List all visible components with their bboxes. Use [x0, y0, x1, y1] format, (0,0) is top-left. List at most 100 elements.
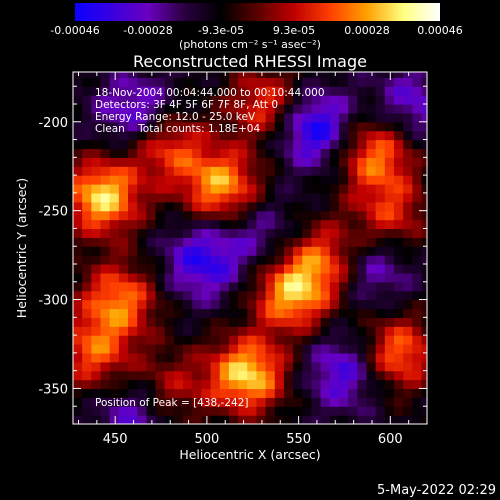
heatmap-cell — [320, 228, 331, 238]
heatmap-cell — [155, 308, 166, 318]
heatmap-cell — [238, 210, 248, 221]
heatmap-cell — [219, 184, 230, 194]
heatmap-cell — [338, 121, 349, 132]
heatmap-cell — [348, 104, 358, 114]
heatmap-cell — [375, 175, 386, 185]
heatmap-cell — [183, 281, 193, 292]
heatmap-cell — [403, 201, 413, 212]
heatmap-cell — [238, 352, 248, 363]
heatmap-cell — [73, 228, 83, 238]
heatmap-cell — [311, 361, 322, 372]
heatmap-cell — [146, 139, 157, 150]
heatmap-cell — [384, 201, 395, 212]
heatmap-cell — [128, 237, 138, 247]
heatmap-cell — [320, 148, 331, 158]
heatmap-cell — [228, 272, 239, 283]
heatmap-cell — [302, 370, 313, 381]
heatmap-cell — [421, 237, 427, 247]
heatmap-cell — [329, 72, 340, 78]
heatmap-cell — [403, 299, 413, 310]
heatmap-cell — [338, 228, 349, 238]
heatmap-cell — [100, 272, 111, 283]
heatmap-cell — [173, 139, 184, 150]
heatmap-cell — [91, 335, 102, 345]
heatmap-cell — [348, 121, 358, 132]
heatmap-cell — [329, 379, 340, 390]
heatmap-cell — [366, 326, 377, 336]
heatmap-cell — [100, 201, 111, 212]
heatmap-cell — [256, 406, 267, 416]
heatmap-cell — [320, 130, 331, 141]
heatmap-cell — [256, 201, 267, 212]
heatmap-cell — [357, 166, 368, 176]
heatmap-cell — [412, 237, 423, 247]
heatmap-cell — [155, 352, 166, 363]
heatmap-cell — [164, 121, 175, 132]
heatmap-cell — [164, 388, 175, 398]
heatmap-cell — [393, 201, 404, 212]
heatmap-cell — [393, 148, 404, 158]
heatmap-cell — [238, 255, 248, 265]
heatmap-cell — [201, 130, 212, 141]
heatmap-cell — [338, 281, 349, 292]
heatmap-cell — [164, 264, 175, 274]
heatmap-cell — [256, 237, 267, 247]
heatmap-cell — [118, 388, 129, 398]
heatmap-cell — [311, 219, 322, 230]
heatmap-cell — [256, 388, 267, 398]
heatmap-cell — [348, 344, 358, 354]
colorbar-tick: 0.00046 — [417, 24, 463, 37]
heatmap-cell — [421, 77, 427, 87]
heatmap-cell — [210, 139, 221, 150]
heatmap-cell — [293, 352, 303, 363]
heatmap-cell — [348, 184, 358, 194]
heatmap-cell — [192, 299, 202, 310]
heatmap-cell — [357, 308, 368, 318]
heatmap-cell — [329, 308, 340, 318]
heatmap-cell — [274, 246, 285, 256]
heatmap-cell — [421, 219, 427, 230]
heatmap-cell — [183, 237, 193, 247]
heatmap-cell — [375, 157, 386, 167]
heatmap-cell — [118, 95, 129, 105]
heatmap-cell — [412, 166, 423, 176]
heatmap-cell — [311, 370, 322, 381]
heatmap-cell — [100, 290, 111, 301]
heatmap-cell — [311, 121, 322, 132]
heatmap-cell — [155, 272, 166, 283]
heatmap-cell — [137, 281, 147, 292]
heatmap-cell — [192, 201, 202, 212]
heatmap-cell — [348, 201, 358, 212]
heatmap-cell — [274, 228, 285, 238]
heatmap-cell — [375, 95, 386, 105]
heatmap-cell — [164, 77, 175, 87]
heatmap-cell — [192, 104, 202, 114]
heatmap-cell — [329, 210, 340, 221]
heatmap-cell — [73, 281, 83, 292]
heatmap-cell — [118, 317, 129, 327]
heatmap-cell — [91, 228, 102, 238]
heatmap-cell — [137, 157, 147, 167]
heatmap-cell — [311, 157, 322, 167]
heatmap-cell — [247, 139, 258, 150]
heatmap-cell — [329, 272, 340, 283]
heatmap-cell — [357, 335, 368, 345]
heatmap-cell — [91, 415, 102, 424]
heatmap-cell — [366, 397, 377, 407]
heatmap-cell — [338, 139, 349, 150]
heatmap-cell — [329, 361, 340, 372]
heatmap-cell — [219, 192, 230, 203]
heatmap-cell — [265, 77, 276, 87]
heatmap-cell — [293, 290, 303, 301]
heatmap-cell — [201, 219, 212, 230]
heatmap-cell — [247, 219, 258, 230]
heatmap-cell — [118, 406, 129, 416]
heatmap-cell — [82, 219, 92, 230]
heatmap-cell — [183, 112, 193, 123]
heatmap-cell — [320, 201, 331, 212]
heatmap-cell — [91, 166, 102, 176]
heatmap-cell — [164, 237, 175, 247]
heatmap-cell — [384, 237, 395, 247]
heatmap-cell — [412, 72, 423, 78]
heatmap-cell — [366, 175, 377, 185]
